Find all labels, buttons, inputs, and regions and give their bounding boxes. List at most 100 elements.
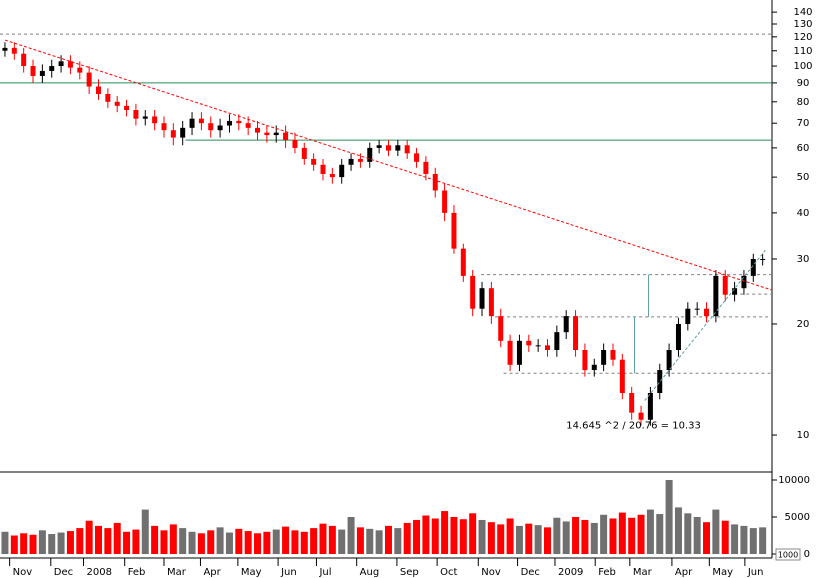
candle-body [11,47,17,54]
candle-body [535,345,541,347]
candle-body [760,258,766,260]
volume-bar [94,525,102,555]
y-tick-label: 10 [797,430,810,441]
volume-bar [254,533,262,555]
candle-body [114,101,120,106]
x-tick-label: Mar [633,567,653,578]
candle-body [67,61,73,68]
x-tick-label: Feb [598,567,616,578]
candle-body [301,147,307,159]
y-tick-label: 60 [797,143,810,154]
x-tick-label: Feb [128,567,146,578]
volume-bar [338,529,346,555]
volume-bar [515,525,523,555]
volume-bar [413,519,421,555]
volume-bar [590,522,598,555]
annotation: 14.645 ^2 / 20.76 = 10.33 [566,421,701,432]
volume-bar [356,527,364,555]
volume-bar [478,519,486,555]
candle-body [704,308,710,317]
volume-bar [48,534,56,555]
candle-body [58,61,64,67]
candle-body [21,53,27,67]
candle-body [161,123,167,131]
volume-bar [375,530,383,555]
x-tick-label: Apr [675,567,693,578]
candle-body [77,67,83,73]
candle-body [460,248,466,276]
x-tick-label: 2008 [87,567,112,578]
candle-body [348,158,354,165]
volume-bar [581,519,589,555]
volume-bar [66,531,74,555]
volume-bar [76,528,84,555]
candle-body [198,118,204,124]
volume-bar [469,513,477,555]
volume-bar [553,517,561,555]
x-tick-label: Mar [167,567,187,578]
candle-body [675,323,681,351]
y2-tick-label: 0 [804,549,810,560]
candle-body [516,340,522,365]
volume-bar [272,529,280,555]
volume-bar [441,511,449,555]
candle-body [750,258,756,276]
candle-body [30,66,36,76]
volume-bar [328,525,336,555]
x-tick-label: Dec [521,567,540,578]
volume-bar [300,531,308,555]
candle-body [105,93,111,102]
y-tick-label: 120 [793,32,812,43]
candle-body [217,125,223,131]
candle-body [264,132,270,136]
candle-body [189,118,195,128]
volume-bar [179,528,187,555]
candle-body [95,86,101,94]
candle-body [170,130,176,138]
volume-bar [132,529,140,555]
candle-body [563,316,569,333]
y-tick-label: 130 [793,19,812,30]
volume-bar [225,532,233,555]
candle-body [479,288,485,309]
volume-bar [665,479,673,555]
volume-bar [600,514,608,555]
x-tick-label: Sep [400,567,419,578]
volume-bar [431,518,439,555]
candle-body [601,350,607,365]
volume-bar [347,516,355,555]
volume-unit: 1000 [778,551,798,560]
y2-tick-label: 10000 [778,475,810,486]
volume-bar [656,514,664,555]
y-tick-label: 100 [793,61,812,72]
candle-body [142,116,148,119]
x-tick-label: Jul [318,567,331,578]
candle-body [713,275,719,317]
volume-bar [703,522,711,555]
candle-body [152,116,158,124]
x-tick-label: May [712,567,733,578]
volume-bar [450,516,458,555]
volume-bar [497,524,505,555]
candle-body [432,173,438,191]
candle-body [582,350,588,371]
candle-body [610,350,616,360]
x-tick-label: Jun [747,567,764,578]
candle-body [339,164,345,178]
candle-body [638,412,644,420]
candle-body [591,364,597,371]
candle-body [573,316,579,351]
candle-body [507,340,513,365]
candle-body [124,105,130,111]
candle-body [629,392,635,413]
volume-bar [637,514,645,555]
x-tick-label: Nov [13,567,33,578]
y-tick-label: 50 [797,172,810,183]
x-tick-label: Aug [360,567,380,578]
volume-bar [188,531,196,555]
x-tick-label: Oct [440,567,457,578]
candle-body [451,212,457,249]
volume-bar [123,531,131,555]
